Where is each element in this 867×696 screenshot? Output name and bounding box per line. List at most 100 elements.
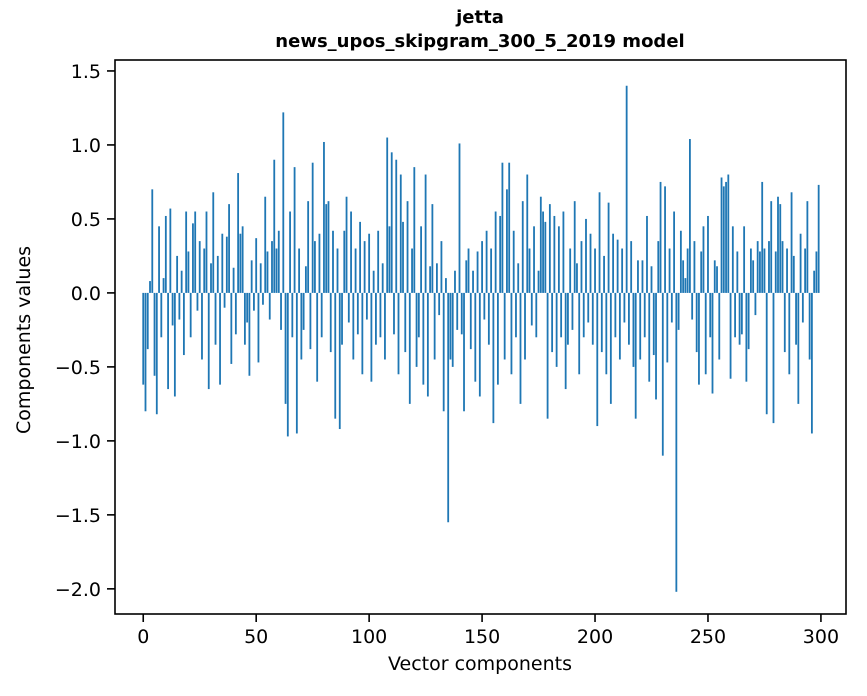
- bar: [467, 248, 470, 293]
- bar: [808, 292, 811, 360]
- bar: [804, 248, 807, 293]
- bar: [250, 260, 253, 293]
- bar: [503, 292, 506, 360]
- bar: [609, 292, 612, 404]
- y-tick-label: −0.5: [55, 357, 101, 379]
- bar: [506, 189, 508, 293]
- bar: [815, 251, 818, 293]
- bar: [347, 292, 350, 323]
- bar: [548, 204, 551, 293]
- bar: [404, 292, 407, 353]
- bar: [393, 292, 395, 335]
- bar: [623, 292, 626, 323]
- bar: [806, 201, 809, 293]
- bar: [440, 241, 443, 293]
- bar: [454, 270, 456, 293]
- bar: [555, 292, 558, 367]
- x-axis-ticks: 0 50 100 150 200 250 300: [137, 614, 839, 648]
- bar: [298, 248, 301, 293]
- bar: [585, 218, 587, 293]
- bar: [560, 292, 563, 338]
- bar: [797, 292, 800, 404]
- bar: [451, 292, 454, 367]
- bar: [569, 248, 572, 293]
- bar: [289, 211, 291, 293]
- bar: [390, 152, 393, 293]
- bar: [192, 223, 194, 293]
- bar: [788, 292, 791, 375]
- bar: [689, 139, 691, 293]
- bar: [646, 215, 648, 293]
- bar: [512, 230, 515, 293]
- bar: [302, 292, 305, 330]
- bar: [483, 292, 486, 320]
- bar: [551, 292, 554, 353]
- bar: [682, 260, 685, 293]
- bar: [169, 208, 172, 293]
- bar: [300, 292, 303, 360]
- bar: [271, 241, 273, 293]
- bar: [307, 201, 310, 293]
- bar: [345, 196, 348, 293]
- bar: [445, 278, 447, 293]
- bar: [311, 162, 314, 293]
- bar: [657, 241, 660, 293]
- bar: [614, 292, 617, 338]
- bar: [774, 251, 777, 293]
- bar: [727, 174, 730, 293]
- bar: [616, 239, 619, 293]
- bar: [652, 292, 655, 356]
- bar: [594, 248, 596, 293]
- bar: [600, 292, 603, 353]
- chart-title-line1: jetta: [455, 7, 504, 28]
- bar: [524, 292, 526, 360]
- bar: [722, 186, 725, 293]
- y-tick-label: 0.0: [71, 283, 101, 305]
- bar: [275, 248, 278, 293]
- bar: [691, 292, 694, 320]
- bar: [752, 260, 755, 293]
- bar: [336, 248, 339, 293]
- bar: [465, 260, 468, 293]
- x-tick-label: 250: [690, 626, 726, 648]
- bar: [630, 241, 633, 293]
- bar: [693, 241, 696, 293]
- x-tick-label: 150: [464, 626, 500, 648]
- bar: [707, 215, 709, 293]
- bar: [282, 112, 285, 293]
- bar: [257, 292, 260, 363]
- bar: [481, 241, 483, 293]
- bar: [463, 292, 465, 412]
- bar: [178, 292, 181, 320]
- bar: [162, 278, 165, 293]
- bar: [338, 292, 341, 430]
- bar: [243, 292, 246, 345]
- bar: [562, 211, 565, 293]
- bar: [639, 292, 642, 360]
- bar: [770, 201, 773, 293]
- bar: [761, 181, 764, 293]
- bar: [164, 215, 167, 293]
- bar: [567, 292, 569, 345]
- bar: [210, 263, 212, 293]
- bar: [801, 292, 804, 323]
- bar: [725, 181, 727, 293]
- bar: [580, 241, 583, 293]
- bar: [295, 292, 298, 434]
- bar: [743, 226, 746, 293]
- chart-title-line2: news_upos_skipgram_300_5_2019 model: [275, 31, 684, 52]
- bar: [293, 167, 296, 293]
- bar: [517, 263, 520, 293]
- bar: [745, 292, 748, 382]
- bar: [749, 248, 752, 293]
- y-tick-label: −1.5: [55, 505, 101, 527]
- bar: [634, 292, 637, 419]
- bar: [182, 292, 185, 356]
- bar: [515, 292, 517, 338]
- bar: [578, 292, 581, 375]
- bar: [291, 292, 294, 338]
- bar: [508, 162, 511, 293]
- bar: [779, 204, 782, 293]
- y-axis-ticks: 1.5 1.0 0.5 0.0 −0.5 −1.0 −1.5 −2.0: [55, 61, 115, 601]
- bar: [628, 292, 630, 345]
